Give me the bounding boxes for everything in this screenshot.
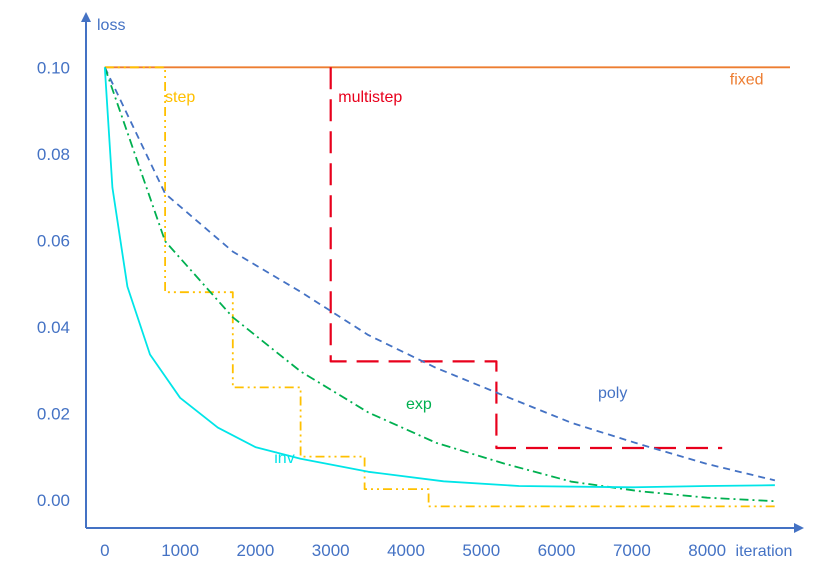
x-tick-label: 8000	[688, 541, 726, 560]
x-tick-label: 7000	[613, 541, 651, 560]
x-tick-label: 3000	[312, 541, 350, 560]
y-tick-label: 0.02	[37, 404, 70, 423]
y-tick-label: 0.10	[37, 58, 70, 77]
x-tick-labels: 0 1000 2000 3000 4000 5000 6000 7000 8000	[100, 541, 726, 560]
series-label-step: step	[165, 89, 195, 106]
x-tick-label: 1000	[161, 541, 199, 560]
series-label-poly: poly	[598, 385, 627, 402]
y-axis-label: loss	[97, 17, 125, 34]
y-tick-label: 0.08	[37, 145, 70, 164]
y-tick-label: 0.00	[37, 491, 70, 510]
series-label-multistep: multistep	[338, 89, 402, 106]
y-tick-labels: 0.00 0.02 0.04 0.06 0.08 0.10	[37, 58, 70, 510]
series-label-exp: exp	[406, 396, 432, 413]
series-label-fixed: fixed	[730, 72, 764, 89]
x-tick-label: 2000	[236, 541, 274, 560]
series-line-step	[104, 66, 775, 508]
series-line-multistep	[329, 67, 723, 450]
series-label-inv: inv	[274, 450, 294, 467]
x-tick-label: 5000	[462, 541, 500, 560]
x-axis-label: iteration	[736, 543, 793, 560]
series-line-inv	[103, 67, 775, 489]
x-tick-label: 0	[100, 541, 109, 560]
y-tick-label: 0.04	[37, 318, 70, 337]
y-tick-label: 0.06	[37, 231, 70, 250]
series-labels: fixed step multistep poly exp inv	[165, 72, 764, 468]
series-lines	[103, 66, 790, 508]
x-tick-label: 4000	[387, 541, 425, 560]
series-line-exp	[103, 67, 775, 503]
x-tick-label: 6000	[538, 541, 576, 560]
